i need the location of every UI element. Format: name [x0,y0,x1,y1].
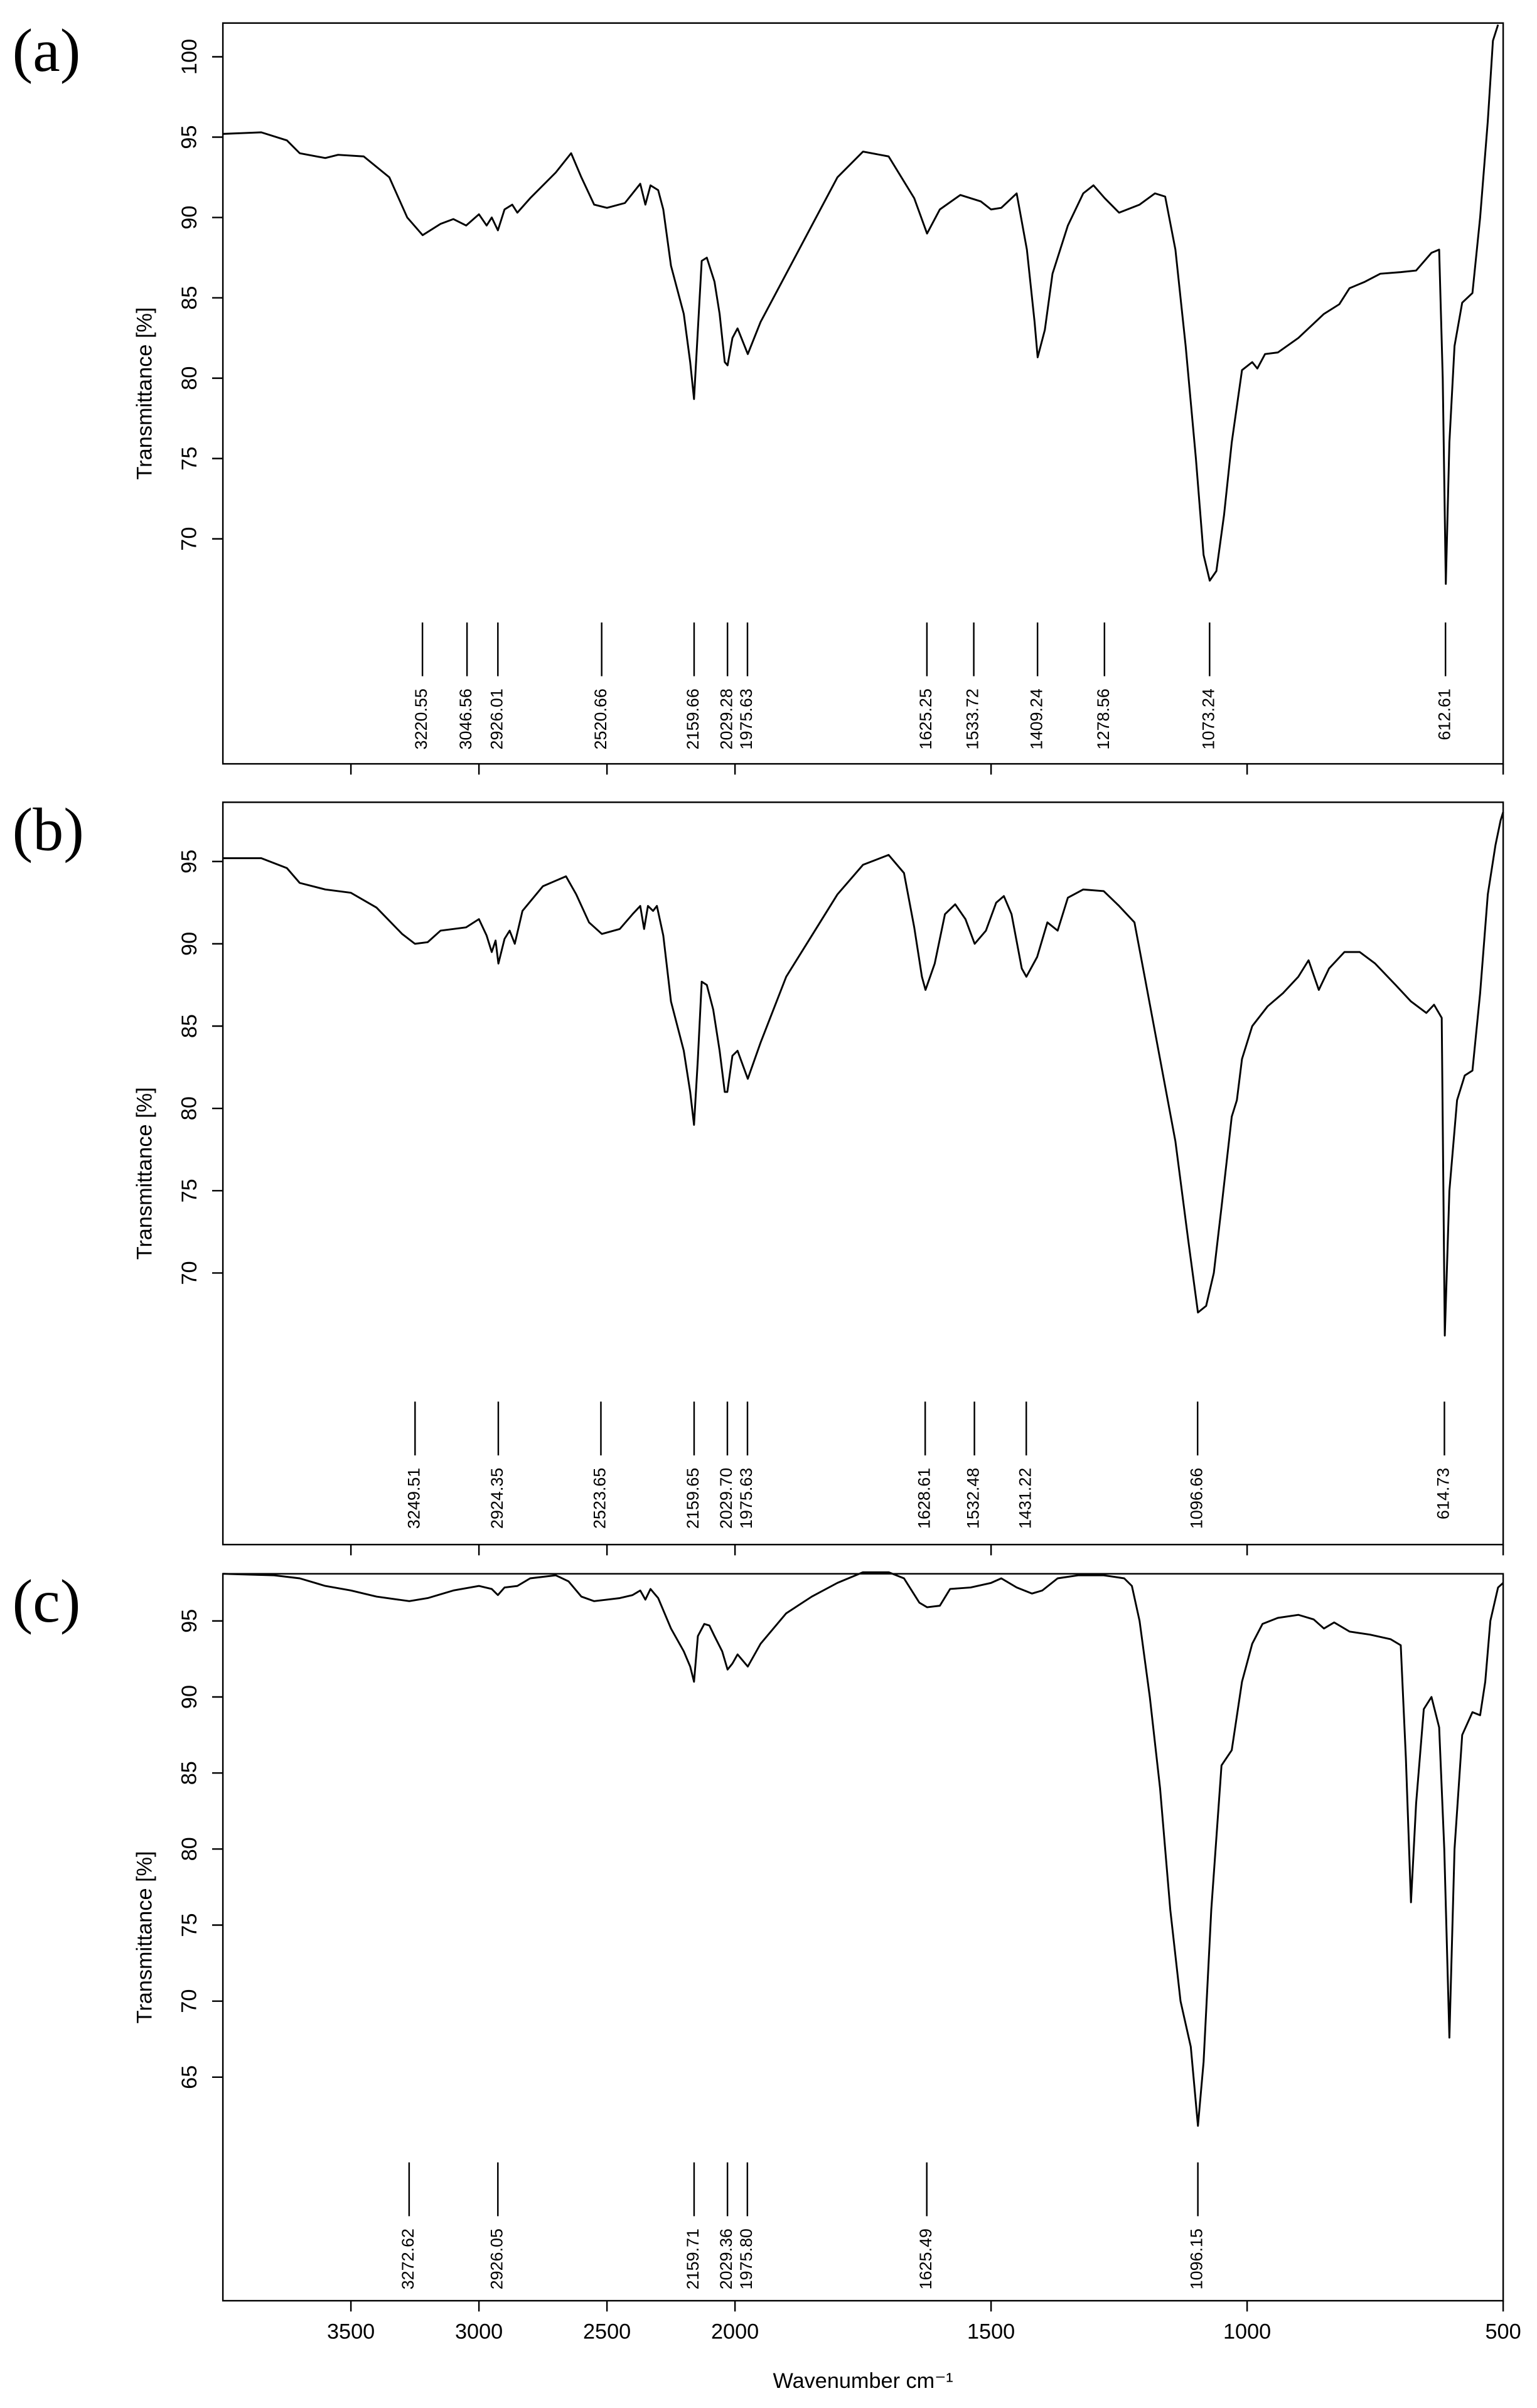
y-tick-label: 80 [178,1837,201,1861]
y-tick-label: 80 [178,367,201,390]
peak-label: 1096.15 [1187,2229,1206,2289]
peak-label: 1625.25 [916,688,935,749]
y-tick-label: 80 [178,1096,201,1120]
y-tick-label: 90 [178,205,201,229]
peak-label: 1073.24 [1199,688,1218,749]
peak-label: 1533.72 [963,688,982,749]
peak-label: 2029.36 [717,2229,736,2289]
peak-label: 2029.28 [717,688,736,749]
peak-label: 1975.63 [737,1468,756,1529]
peak-label: 2159.65 [683,1468,702,1529]
plot-frame [222,1573,1504,2302]
y-axis-label: Transmittance [%] [133,1851,157,2023]
peak-label: 3220.55 [412,688,431,749]
peak-label: 2029.70 [717,1468,736,1529]
peak-label: 1625.49 [916,2229,935,2289]
y-axis-label: Transmittance [%] [133,307,157,479]
y-tick-label: 95 [178,125,201,149]
x-tick-label: 1500 [967,2320,1015,2344]
y-tick-label: 85 [178,286,201,310]
peak-label: 1278.56 [1094,688,1113,749]
y-tick-label: 70 [178,527,201,551]
peak-label: 3272.62 [399,2229,417,2289]
spectrum-line [223,24,1499,585]
panel-label: (b) [13,796,84,864]
spectrum-line [223,1571,1504,2127]
panel-label: (a) [13,17,81,85]
y-tick-label: 70 [178,1989,201,2013]
peak-label: 2926.01 [487,688,506,749]
peak-label: 1096.66 [1187,1468,1206,1529]
peak-label: 2926.05 [487,2229,506,2289]
y-tick-label: 90 [178,1685,201,1709]
peak-label: 3046.56 [456,688,475,749]
y-tick-label: 70 [178,1261,201,1285]
panel-label: (c) [13,1568,81,1635]
peak-label: 2523.65 [591,1468,609,1529]
spectrum-line [223,811,1504,1337]
peak-label: 1409.24 [1027,688,1046,749]
x-tick-label: 2000 [711,2320,759,2344]
y-tick-label: 75 [178,1913,201,1937]
plot-frame [222,22,1504,765]
peak-label: 2924.35 [488,1468,506,1529]
y-tick-label: 75 [178,447,201,471]
y-tick-label: 65 [178,2065,201,2089]
peak-label: 612.61 [1435,688,1454,740]
y-tick-label: 95 [178,850,201,874]
x-tick-label: 500 [1486,2320,1521,2344]
y-tick-label: 75 [178,1179,201,1202]
peak-label: 1532.48 [964,1468,983,1529]
plot-frame [222,801,1504,1546]
peak-label: 1431.22 [1015,1468,1034,1529]
y-axis-label: Transmittance [%] [133,1087,157,1260]
peak-label: 2520.66 [591,688,610,749]
x-tick-label: 1000 [1223,2320,1271,2344]
peak-label: 2159.66 [683,688,702,749]
peak-label: 2159.71 [683,2229,702,2289]
peak-label: 1975.80 [737,2229,756,2289]
y-tick-label: 100 [178,39,201,75]
x-tick-label: 2500 [583,2320,631,2344]
y-tick-label: 85 [178,1014,201,1038]
y-tick-label: 85 [178,1761,201,1785]
x-tick-label: 3000 [455,2320,503,2344]
y-tick-label: 90 [178,932,201,956]
x-tick-label: 3500 [327,2320,375,2344]
x-axis-label: Wavenumber cm⁻¹ [773,2369,953,2393]
y-tick-label: 95 [178,1609,201,1633]
peak-label: 1628.61 [914,1468,933,1529]
peak-label: 614.73 [1434,1468,1453,1519]
peak-label: 3249.51 [404,1468,423,1529]
peak-label: 1975.63 [737,688,756,749]
